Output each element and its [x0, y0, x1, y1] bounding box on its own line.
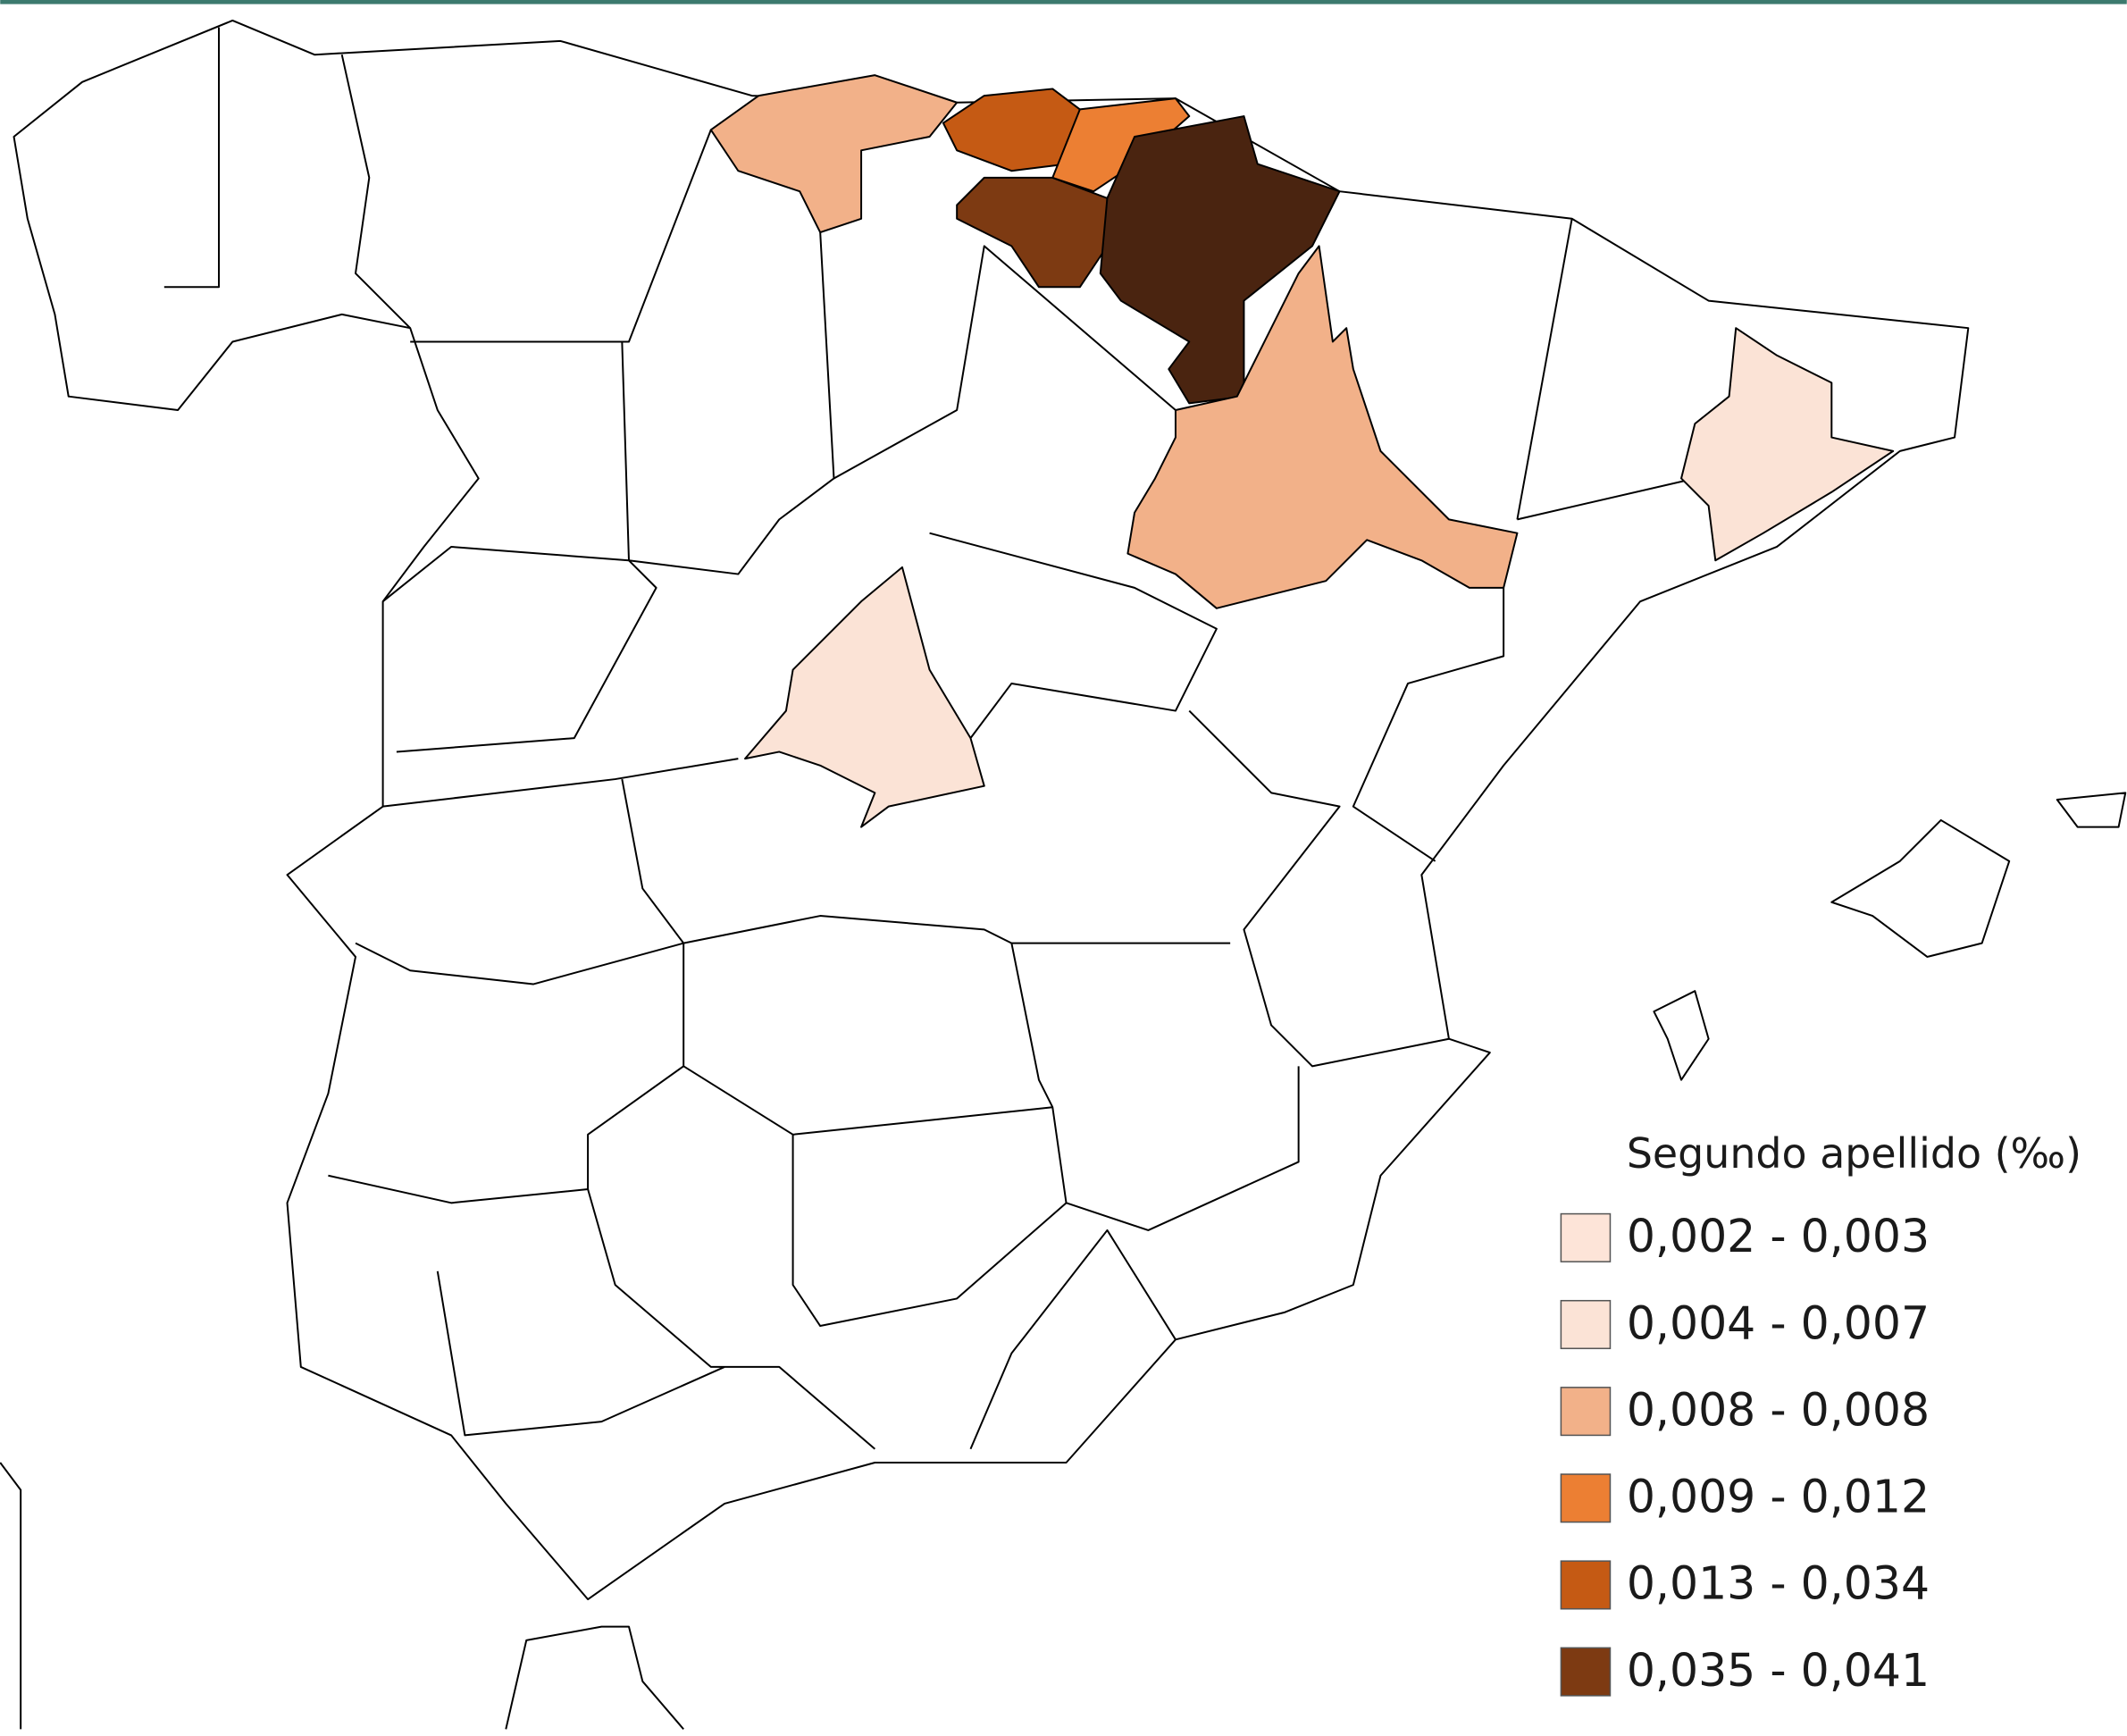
- legend-swatch: [1560, 1387, 1612, 1437]
- legend-title: Segundo apellido (‰): [1627, 1129, 2081, 1178]
- legend-label: 0,009 - 0,012: [1627, 1471, 1930, 1523]
- barcelona: [1680, 327, 1895, 562]
- zaragoza: [1126, 245, 1519, 609]
- legend-swatch: [1560, 1473, 1612, 1523]
- legend-label: 0,002 - 0,003: [1627, 1210, 1930, 1262]
- legend-swatch: [1560, 1212, 1612, 1262]
- legend-label: 0,013 - 0,034: [1627, 1557, 1930, 1610]
- madrid: [744, 566, 985, 828]
- legend-label: 0,004 - 0,007: [1627, 1296, 1930, 1349]
- menorca: [2056, 792, 2127, 828]
- legend: 0,002 - 0,003 0,004 - 0,007 0,008 - 0,008 0…: [1560, 1210, 1930, 1697]
- province-borders: [163, 27, 1696, 1450]
- ibiza: [1653, 990, 1710, 1081]
- legend-swatch: [1560, 1647, 1612, 1697]
- spain: [13, 19, 1970, 1601]
- legend-label: 0,008 - 0,008: [1627, 1383, 1930, 1436]
- legend-swatch: [1560, 1560, 1612, 1610]
- alava: [956, 176, 1109, 289]
- cantabria: [709, 74, 959, 234]
- navarra: [1099, 115, 1341, 405]
- morocco-coast: [505, 1625, 684, 1730]
- legend-label: 0,035 - 0,041: [1627, 1644, 1930, 1697]
- portugal-edge: [0, 1462, 22, 1730]
- legend-swatch: [1560, 1299, 1612, 1350]
- mallorca: [1830, 818, 2011, 958]
- top-bar: [0, 0, 2127, 4]
